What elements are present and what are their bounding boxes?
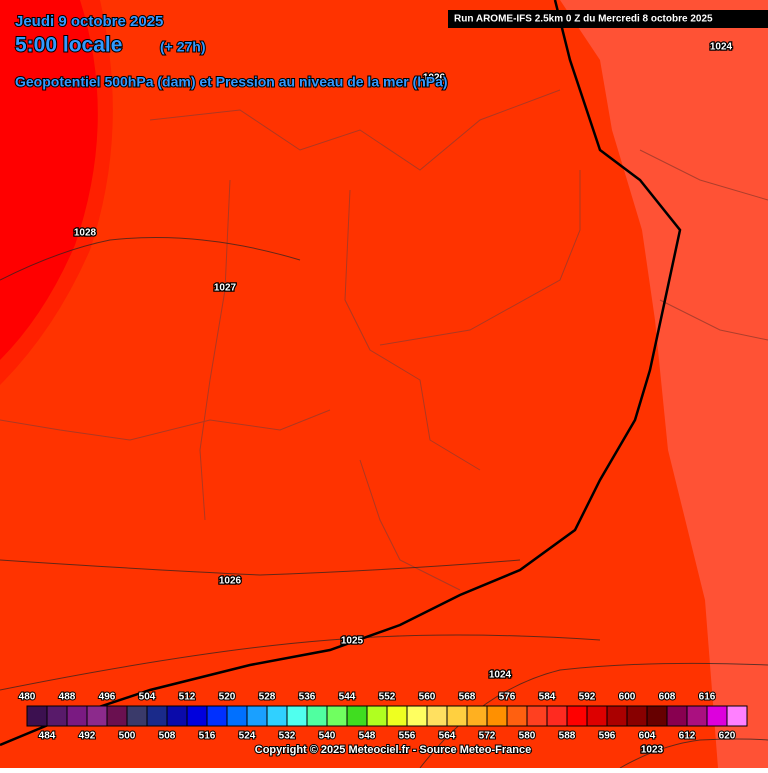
date: Jeudi 9 octobre 2025 — [15, 13, 163, 30]
colorbar-box — [206, 705, 228, 727]
copyright: Copyright © 2025 Meteociel.fr - Source M… — [255, 744, 531, 756]
colorbar-box — [166, 705, 188, 727]
colorbar-box — [66, 705, 88, 727]
colorbar-label: 584 — [539, 692, 556, 703]
run-info: Run AROME-IFS 2.5km 0 Z du Mercredi 8 oc… — [454, 14, 713, 25]
colorbar-label: 484 — [39, 731, 56, 742]
colorbar-label: 544 — [339, 692, 356, 703]
isobar-label: 1026 — [423, 73, 446, 84]
colorbar-label: 532 — [279, 731, 296, 742]
colorbar-label: 564 — [439, 731, 456, 742]
colorbar-box — [126, 705, 148, 727]
colorbar-box — [246, 705, 268, 727]
isobar-label: 1024 — [489, 670, 512, 681]
isobar-label: 1024 — [710, 42, 733, 53]
run-box — [448, 10, 768, 28]
colorbar-label: 580 — [519, 731, 536, 742]
lighter-zone — [560, 0, 768, 768]
colorbar-label: 612 — [679, 731, 696, 742]
colorbar-box — [526, 705, 548, 727]
colorbar-label: 540 — [319, 731, 336, 742]
colorbar-label: 568 — [459, 692, 476, 703]
time: 5:00 locale — [15, 34, 122, 57]
colorbar-box — [386, 705, 408, 727]
colorbar-label: 592 — [579, 692, 596, 703]
colorbar-box — [406, 705, 428, 727]
colorbar-box — [226, 705, 248, 727]
colorbar-box — [286, 705, 308, 727]
colorbar-box — [366, 705, 388, 727]
colorbar-label: 620 — [719, 731, 736, 742]
colorbar-box — [546, 705, 568, 727]
colorbar-box — [686, 705, 708, 727]
colorbar-label: 536 — [299, 692, 316, 703]
colorbar-label: 560 — [419, 692, 436, 703]
colorbar-label: 480 — [19, 692, 36, 703]
isobar-label: 1023 — [641, 745, 664, 756]
colorbar-label: 572 — [479, 731, 496, 742]
subtitle: Geopotentiel 500hPa (dam) et Pression au… — [15, 74, 448, 90]
isobar-label: 1025 — [341, 636, 364, 647]
colorbar-label: 496 — [99, 692, 116, 703]
colorbar-box — [626, 705, 648, 727]
colorbar-label: 520 — [219, 692, 236, 703]
colorbar-label: 616 — [699, 692, 716, 703]
colorbar-label: 596 — [599, 731, 616, 742]
colorbar-label: 508 — [159, 731, 176, 742]
colorbar-box — [466, 705, 488, 727]
colorbar-box — [186, 705, 208, 727]
colorbar-box — [446, 705, 468, 727]
colorbar-label: 488 — [59, 692, 76, 703]
lead-time: (+ 27h) — [160, 39, 206, 55]
colorbar-box — [26, 705, 48, 727]
colorbar-box — [106, 705, 128, 727]
colorbar-label: 576 — [499, 692, 516, 703]
colorbar-label: 548 — [359, 731, 376, 742]
colorbar-label: 504 — [139, 692, 156, 703]
colorbar-box — [646, 705, 668, 727]
colorbar-label: 528 — [259, 692, 276, 703]
colorbar-label: 608 — [659, 692, 676, 703]
colorbar-box — [326, 705, 348, 727]
colorbar-box — [506, 705, 528, 727]
colorbar-box — [566, 705, 588, 727]
isobar-label: 1027 — [214, 283, 237, 294]
colorbar-box — [346, 705, 368, 727]
isobar-label: 1028 — [74, 228, 97, 239]
region-borders — [0, 89, 768, 591]
colorbar-label: 512 — [179, 692, 196, 703]
colorbar-label: 600 — [619, 692, 636, 703]
colorbar-label: 492 — [79, 731, 96, 742]
colorbar-label: 552 — [379, 692, 396, 703]
colorbar-label: 556 — [399, 731, 416, 742]
colorbar-box — [486, 705, 508, 727]
colorbar-box — [586, 705, 608, 727]
red-zone — [0, 0, 98, 360]
colorbar-box — [306, 705, 328, 727]
colorbar-box — [706, 705, 728, 727]
colorbar-label: 524 — [239, 731, 256, 742]
colorbar-box — [266, 705, 288, 727]
colorbar-label: 516 — [199, 731, 216, 742]
colorbar-box — [46, 705, 68, 727]
colorbar-label: 604 — [639, 731, 656, 742]
colorbar-box — [426, 705, 448, 727]
colorbar-box — [146, 705, 168, 727]
colorbar-box — [86, 705, 108, 727]
country-border — [0, 0, 682, 747]
colorbar-box — [606, 705, 628, 727]
colorbar-box — [666, 705, 688, 727]
isobar-label: 1026 — [219, 576, 242, 587]
colorbar-label: 500 — [119, 731, 136, 742]
colorbar-box — [726, 705, 748, 727]
colorbar-label: 588 — [559, 731, 576, 742]
